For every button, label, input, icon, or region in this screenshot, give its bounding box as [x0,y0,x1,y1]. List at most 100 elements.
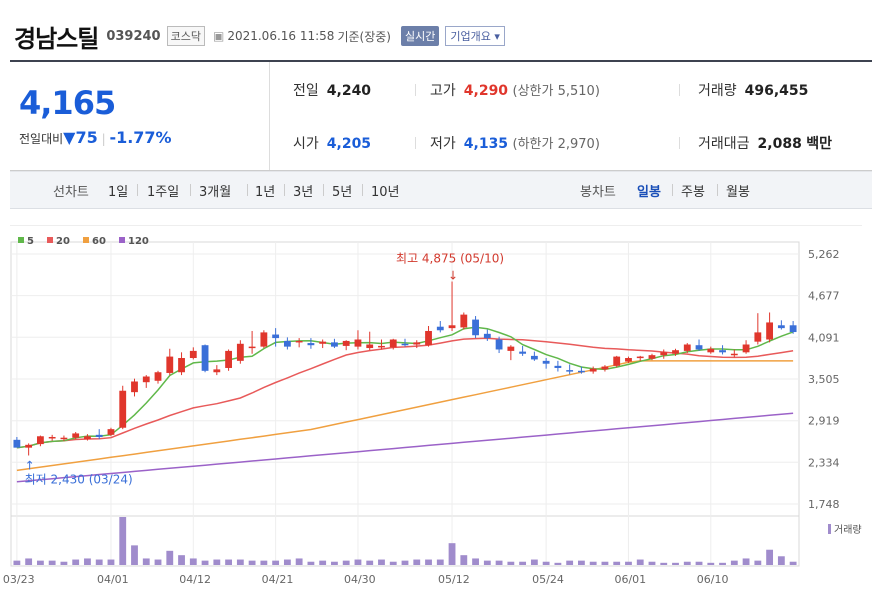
candle-body [436,326,444,331]
candle-body [272,334,280,339]
candle-body [319,341,327,344]
low-label: 저가 [430,136,456,152]
volume-bar [613,561,621,565]
candle-body [483,333,491,339]
volume-bar [95,559,103,565]
volume-bar [48,560,56,565]
candle-daily[interactable]: 일봉 [637,185,661,200]
candle-body [25,444,33,448]
volume-bar [248,560,256,565]
volume-bar [766,549,774,565]
volume-bar [472,558,479,565]
ma120-line [16,412,794,483]
volume-bar [389,561,397,565]
candle-body [236,343,244,361]
period-10y[interactable]: 10년 [371,185,400,200]
amount-unit: 백만 [806,136,833,152]
candle-body [719,350,726,353]
period-3y[interactable]: 3년 [293,185,314,200]
candle-body [225,350,232,368]
period-1w[interactable]: 1주일 [147,185,180,200]
candle-body [95,434,103,437]
candle-body [331,342,338,347]
y-tick-label: 5,262 [808,248,840,261]
company-info-button[interactable]: 기업개요 ▾ [445,26,505,46]
candle-body [107,429,115,435]
legend-swatch [83,237,89,243]
upper-limit: (상한가 5,510) [512,84,600,99]
y-tick-label: 1,748 [808,498,840,511]
volume-bar [636,559,644,565]
volume-bar [460,555,468,565]
candle-body [625,358,632,362]
min-label: 최저 2,430 (03/24) [25,472,133,486]
x-tick-label: 04/21 [262,573,294,586]
period-bar: 선차트 1일 1주일 3개월 1년 3년 5년 10년 봉차트 일봉 주봉 월봉 [10,171,872,209]
period-5y[interactable]: 5년 [332,185,353,200]
company-info-label: 기업개요 [450,30,491,43]
candle-body [660,352,668,356]
x-tick-label: 03/23 [3,573,35,586]
candle-body [754,332,762,342]
candle-body [683,344,691,351]
realtime-button[interactable]: 실시간 [400,26,440,46]
volume-bar [13,560,21,565]
diff-percent: -1.77% [109,128,172,147]
candle-weekly[interactable]: 주봉 [681,185,705,200]
candle-body [507,346,515,351]
candle-body [519,351,527,354]
volume-frame [10,515,800,567]
candle-monthly[interactable]: 월봉 [726,185,750,200]
volume-bar [413,559,421,565]
candle-body [554,365,562,368]
volume-bar [648,561,656,565]
candle-body [201,345,209,371]
diff-label: 전일대비 [19,132,64,146]
quote-datetime: 2021.06.16 11:58 [227,29,335,43]
market-badge: 코스닥 [166,26,205,46]
y-tick-label: 2,334 [808,456,840,469]
candle-body [695,345,703,350]
candle-body [530,355,538,360]
volume-legend-swatch [828,524,831,534]
x-tick-label: 06/01 [614,573,646,586]
high-price: 고가 4,290 (상한가 5,510) [430,80,600,100]
volume-bar [142,558,150,565]
candle-body [142,376,150,383]
volume-value: 496,455 [744,83,809,99]
candle-body [448,325,456,329]
candle-body [636,356,644,359]
volume-bar [566,560,574,565]
candle-body [366,344,374,349]
candle-body [154,372,162,381]
candle-body [60,437,68,440]
volume-bar [672,562,679,565]
volume-bar [319,560,327,565]
candle-body [260,332,268,347]
high-value: 4,290 [463,83,509,99]
volume-legend-label: 거래량 [834,524,862,536]
volume-bar [178,555,185,565]
volume-bar [436,559,444,565]
period-1d[interactable]: 1일 [108,185,129,200]
volume-bar [578,560,585,565]
candle-body [166,356,174,373]
candle-body [283,340,291,347]
period-1y[interactable]: 1년 [255,185,276,200]
volume-bar [107,559,115,565]
candle-body [36,436,44,445]
max-label: 최고 4,875 (05/10) [396,252,504,266]
volume-bar [131,545,138,565]
y-tick-label: 2,919 [808,415,840,428]
volume-bar [236,559,244,565]
volume-bar [448,543,456,565]
volume-bar [507,561,515,565]
x-tick-label: 04/12 [179,573,211,586]
open-value: 4,205 [326,136,372,152]
candle-body [354,339,362,347]
x-tick-label: 04/01 [97,573,129,586]
period-3m[interactable]: 3개월 [199,185,232,200]
stock-code: 039240 [106,28,161,44]
volume-bar [483,560,491,565]
legend-label: 20 [56,236,70,247]
